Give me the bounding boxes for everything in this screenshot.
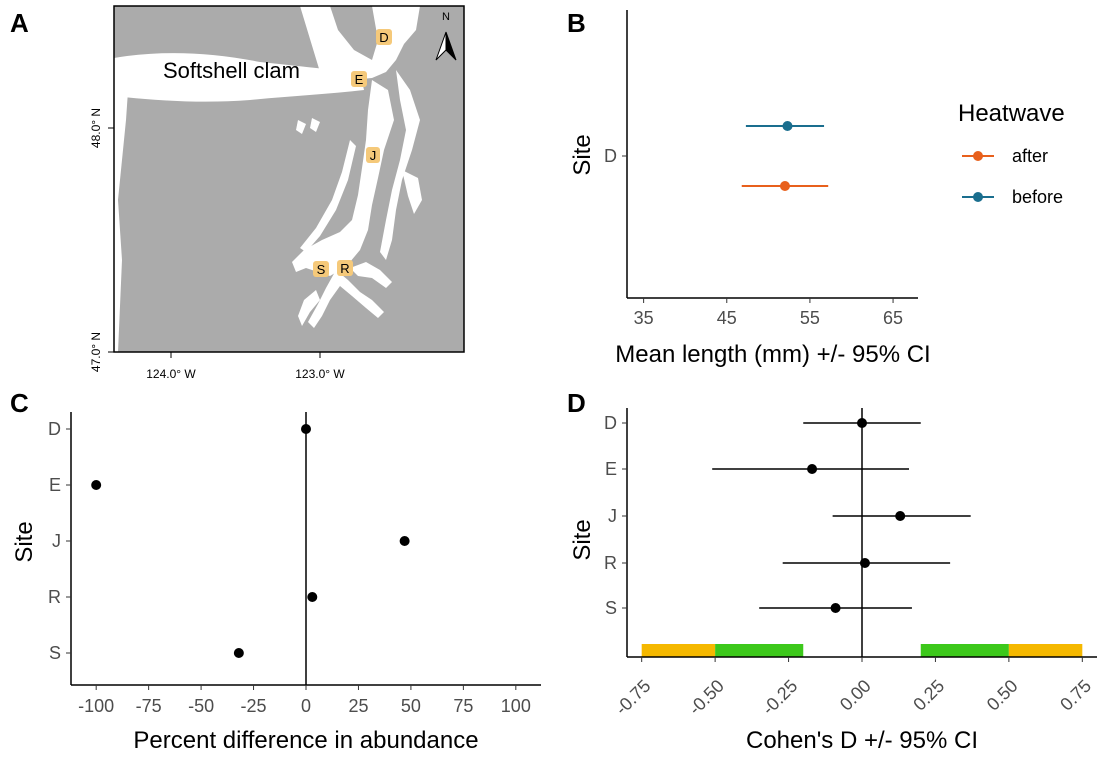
- chart-d-ytick-label-0: D: [604, 413, 617, 433]
- legend-item-after: after: [962, 146, 1048, 166]
- chart-c-point-s: [233, 648, 244, 658]
- chart-d-ytick-label-4: S: [605, 598, 617, 618]
- map-frame: [113, 5, 465, 353]
- lon-label-124: 124.0° W: [146, 367, 196, 381]
- chart-c-point-d: [301, 424, 311, 434]
- chart-b-xtick-label-0: 35: [634, 308, 654, 328]
- svg-text:D: D: [379, 30, 388, 45]
- chart-d-ytick-label-1: E: [605, 459, 617, 479]
- chart-d-band-3: [1008, 644, 1083, 657]
- chart-d-ytick-label-3: R: [604, 553, 617, 573]
- lon-label-123: 123.0° W: [295, 367, 345, 381]
- chart-d-point-r: [859, 558, 870, 568]
- chart-c-xtick-label-0: -100: [78, 696, 114, 716]
- map-panel: D E J S R Softs: [89, 5, 465, 381]
- chart-c-point-j: [399, 536, 410, 546]
- legend-label-before: before: [1012, 187, 1063, 207]
- chart-b-xtick-label-1: 45: [717, 308, 737, 328]
- chart-d-point-d: [857, 418, 867, 428]
- chart-c-ytick-label-2: J: [52, 531, 61, 551]
- chart-c-xtick-label-3: -25: [241, 696, 267, 716]
- chart-b-xlabel: Mean length (mm) +/- 95% CI: [615, 341, 930, 368]
- chart-d-band-2: [920, 644, 1009, 657]
- chart-c-xtick-label-7: 75: [453, 696, 473, 716]
- chart-d-xtick-label-5: 0.50: [983, 676, 1022, 715]
- map-title: Softshell clam: [163, 58, 300, 83]
- chart-d-xtick-label-6: 0.75: [1056, 676, 1095, 715]
- site-marker-j: J: [366, 147, 380, 163]
- chart-c-ytick-label-3: R: [48, 587, 61, 607]
- site-markers: D E J S R: [313, 29, 392, 277]
- chart-d-xlabel: Cohen's D +/- 95% CI: [746, 727, 978, 754]
- chart-b-ytick-label-0: D: [604, 146, 617, 166]
- panel-label-c: C: [10, 388, 29, 418]
- chart-d-band-1: [715, 644, 804, 657]
- site-marker-r: R: [337, 260, 353, 276]
- chart-d-point-s: [830, 603, 841, 613]
- chart-c-ytick-label-1: E: [49, 475, 61, 495]
- chart-b-ylabel: Site: [569, 134, 596, 175]
- chart-c-xtick-label-1: -75: [136, 696, 162, 716]
- chart-c-xtick-label-4: 0: [301, 696, 311, 716]
- chart-c: Site Percent difference in abundance -10…: [11, 412, 541, 754]
- chart-c-xtick-label-6: 50: [401, 696, 421, 716]
- north-label: N: [442, 11, 450, 23]
- chart-b-point-before: [782, 121, 793, 131]
- legend-title: Heatwave: [958, 100, 1065, 127]
- chart-d-point-e: [807, 464, 818, 474]
- chart-d-ylabel: Site: [569, 519, 596, 560]
- chart-b-xtick-label-2: 55: [800, 308, 820, 328]
- panel-label-d: D: [567, 388, 586, 418]
- chart-c-ytick-label-0: D: [48, 419, 61, 439]
- svg-text:R: R: [340, 261, 349, 276]
- chart-c-point-r: [307, 592, 318, 602]
- chart-d-band-0: [641, 644, 716, 657]
- chart-d-xtick-label-3: 0.00: [836, 676, 875, 715]
- svg-text:E: E: [355, 72, 364, 87]
- chart-b-xtick-label-3: 65: [883, 308, 903, 328]
- chart-c-ylabel: Site: [11, 521, 38, 562]
- chart-c-xlabel: Percent difference in abundance: [133, 727, 478, 754]
- site-marker-s: S: [313, 261, 329, 277]
- chart-d: Site Cohen's D +/- 95% CI -0.75 -0.50 -0.2…: [569, 408, 1097, 754]
- chart-d-xtick-label-0: -0.75: [611, 676, 654, 719]
- chart-c-xtick-label-2: -50: [188, 696, 214, 716]
- svg-text:J: J: [370, 148, 377, 163]
- chart-b: Site Mean length (mm) +/- 95% CI Heatwav…: [569, 10, 1065, 368]
- chart-c-xtick-label-8: 100: [501, 696, 531, 716]
- chart-d-xtick-label-1: -0.50: [685, 676, 728, 719]
- north-arrow-icon: N: [435, 11, 457, 61]
- chart-d-xtick-label-2: -0.25: [758, 676, 801, 719]
- legend-item-before: before: [962, 187, 1063, 207]
- site-marker-e: E: [351, 71, 367, 87]
- panel-label-b: B: [567, 8, 586, 38]
- chart-c-ytick-label-4: S: [49, 643, 61, 663]
- chart-d-point-j: [895, 511, 906, 521]
- chart-d-xtick-label-4: 0.25: [909, 676, 948, 715]
- svg-text:S: S: [317, 262, 326, 277]
- lat-label-47: 47.0° N: [89, 332, 103, 372]
- panel-label-a: A: [10, 8, 29, 38]
- chart-b-point-after: [779, 181, 790, 191]
- map-water: [114, 6, 422, 352]
- legend-label-after: after: [1012, 146, 1048, 166]
- lat-label-48: 48.0° N: [89, 108, 103, 148]
- chart-c-xtick-label-5: 25: [348, 696, 368, 716]
- site-marker-d: D: [376, 29, 392, 45]
- chart-c-point-e: [91, 480, 102, 490]
- chart-d-ytick-label-2: J: [608, 506, 617, 526]
